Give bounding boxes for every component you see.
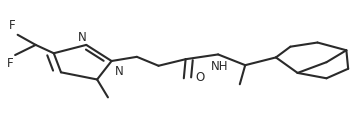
Text: F: F (9, 19, 16, 32)
Text: O: O (195, 71, 205, 84)
Text: NH: NH (211, 60, 229, 73)
Text: N: N (78, 31, 87, 44)
Text: F: F (7, 57, 13, 70)
Text: N: N (114, 65, 123, 78)
